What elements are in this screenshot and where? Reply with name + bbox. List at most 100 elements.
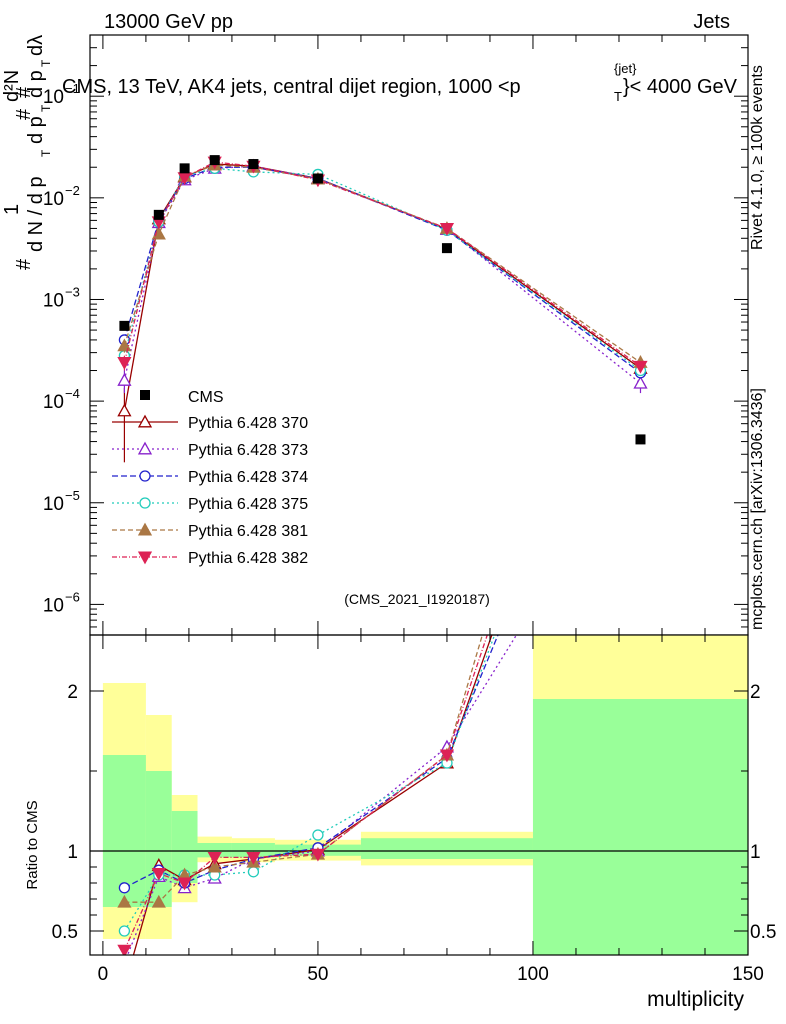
ratio-ytick-label-right-1: 1	[750, 842, 761, 863]
legend-label-cms: CMS	[188, 389, 224, 406]
x-axis-label: multiplicity	[647, 988, 744, 1011]
ratio-point-2-7	[635, 286, 645, 296]
plot-title: CMS, 13 TeV, AK4 jets, central dijet reg…	[62, 61, 738, 104]
ratio-ytick-label-right-0: 0.5	[750, 922, 776, 943]
header-right: Jets	[693, 11, 730, 33]
ratio-point-3-5	[312, 829, 324, 841]
watermark: (CMS_2021_I1920187)	[344, 591, 490, 607]
series-line-3	[123, 167, 641, 372]
main-ytick-exp-0: −6	[65, 589, 80, 604]
cms-point-7	[635, 434, 646, 445]
legend-label-0: Pythia 6.428 370	[188, 415, 308, 432]
ratio-point-5-3	[207, 851, 222, 865]
ratio-point-4-1	[151, 894, 166, 908]
ylabel-dpt: d p	[25, 116, 47, 144]
series-point-1-7	[633, 375, 648, 389]
ylabel-dN: d N / d p	[25, 176, 47, 252]
x-tick-label-3: 150	[732, 964, 764, 985]
main-ytick-exp-1: −5	[65, 488, 80, 503]
series-point-1-0	[117, 373, 132, 386]
ratio-line-5	[123, 635, 488, 951]
series-line-0	[123, 163, 641, 412]
legend-label-3: Pythia 6.428 375	[188, 496, 308, 513]
ratio-ytick-label-0: 0.5	[52, 922, 78, 943]
ratio-point-0-7	[634, 205, 646, 216]
ratio-point-5-2	[177, 877, 192, 891]
ylabel-hash-a: #	[13, 258, 35, 270]
main-data	[117, 155, 648, 463]
ylabel-dl: dλ	[25, 35, 47, 56]
ratio-y-label: Ratio to CMS	[24, 800, 41, 889]
x-tick-label-2: 100	[517, 964, 549, 985]
ratio-point-1-0	[118, 957, 130, 968]
mcplots-label: mcplots.cern.ch [arXiv:1306.3436]	[749, 388, 766, 630]
legend-marker-5	[137, 551, 153, 565]
ratio-point-5-6	[439, 749, 455, 763]
plot-title-end: }< 4000 GeV	[623, 76, 738, 98]
ylabel-one: 1	[1, 204, 23, 215]
main-frame	[89, 34, 749, 636]
band-inner-6	[360, 838, 533, 859]
legend-marker-0	[137, 414, 153, 428]
series-line-2	[123, 166, 641, 374]
main-y-axis-label: # d N / d p T 1 # d p T d²N # d p T dλ	[1, 35, 53, 270]
band-inner-4	[231, 843, 275, 858]
ylabel-dN-sub: T	[39, 149, 53, 157]
ratio-data	[117, 174, 646, 968]
series-point-0-0	[117, 403, 132, 417]
ylabel-dpt-2: d p	[25, 70, 47, 98]
ratio-panel: 0 50 100 150 0.5 0.5 1 1 2 2	[52, 174, 776, 985]
ratio-point-5-5	[310, 848, 326, 862]
legend-label-2: Pythia 6.428 374	[188, 469, 308, 486]
ratio-ytick-label-2: 2	[67, 682, 78, 703]
main-ytick-exp-5: −1	[65, 81, 80, 96]
main-ytick-label-3: 10	[43, 290, 64, 311]
legend-marker-1	[137, 441, 153, 455]
ratio-point-5-4	[246, 851, 261, 865]
ratio-ytick-label-right-2: 2	[750, 682, 761, 703]
legend-label-1: Pythia 6.428 373	[188, 442, 308, 459]
ratio-line-4	[124, 635, 484, 903]
main-panel: 10−610−510−410−310−210−1	[43, 34, 749, 636]
plot-title-main: CMS, 13 TeV, AK4 jets, central dijet reg…	[62, 76, 521, 98]
ratio-point-3-0	[118, 925, 131, 937]
main-ytick-label-2: 10	[43, 392, 64, 413]
main-ytick-label-4: 10	[43, 189, 64, 210]
main-ytick-exp-4: −2	[65, 183, 80, 198]
ylabel-hash-b: #	[13, 108, 35, 120]
main-ytick-label-0: 10	[43, 595, 64, 616]
main-ytick-label-5: 10	[43, 87, 64, 108]
main-ytick-exp-2: −4	[65, 386, 80, 401]
ratio-point-3-7	[635, 238, 645, 248]
cms-point-3	[209, 155, 220, 166]
cms-point-0	[119, 320, 130, 331]
ratio-point-4-3	[207, 859, 222, 873]
legend-marker-cms	[140, 390, 150, 400]
cms-point-1	[153, 209, 164, 220]
ratio-ytick-label-1: 1	[67, 842, 78, 863]
ratio-point-5-7	[634, 174, 646, 185]
legend-marker-3	[139, 497, 151, 509]
band-inner-7	[532, 699, 748, 955]
ratio-point-2-0	[118, 882, 131, 894]
ratio-point-5-0	[117, 944, 132, 955]
ylabel-dpt-2-sub: T	[39, 59, 53, 67]
svg-text:CMS, 13 TeV, AK4 jets, central: CMS, 13 TeV, AK4 jets, central dijet reg…	[62, 76, 521, 98]
legend-marker-2	[139, 470, 151, 482]
ylabel-d2N: d²N	[1, 70, 23, 102]
series-point-5-0	[117, 357, 132, 370]
ratio-point-3-4	[247, 866, 260, 878]
cms-point-6	[441, 243, 452, 254]
ylabel-dpt-sub: T	[39, 104, 53, 112]
header-left: 13000 GeV pp	[104, 11, 233, 33]
main-ytick-exp-3: −3	[65, 284, 80, 299]
plot-title-sub: T	[614, 89, 622, 104]
series-point-5-6	[439, 222, 455, 236]
cms-point-4	[248, 159, 259, 170]
band-inner-0	[102, 755, 146, 907]
plot-title-sup: {jet}	[614, 61, 637, 76]
legend-label-5: Pythia 6.428 382	[188, 550, 308, 567]
cms-point-2	[179, 163, 190, 174]
ratio-frame	[89, 634, 749, 956]
